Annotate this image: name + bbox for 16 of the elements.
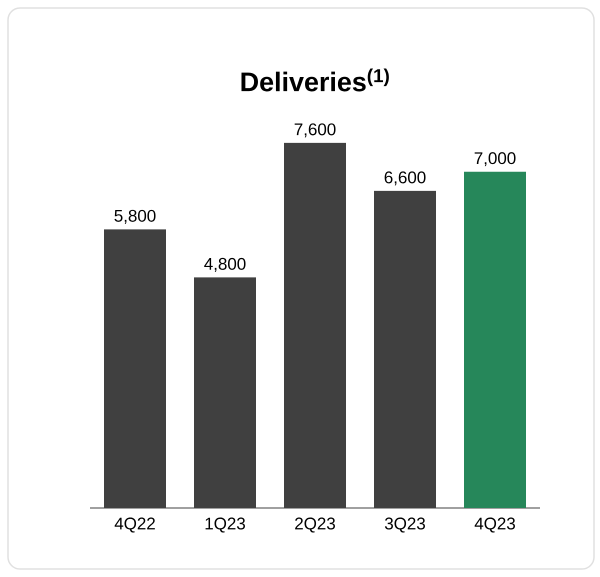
bar [104,229,166,508]
bar [374,190,436,508]
bar [194,277,256,508]
data-label: 6,600 [384,171,426,186]
bar [464,172,526,508]
x-tick-label: 4Q22 [114,518,155,533]
x-tick-label: 2Q23 [295,518,335,533]
x-tick-label: 3Q23 [384,518,425,533]
bar [284,142,346,508]
chart-title: Deliveries$^{(1)}$ [241,68,389,92]
data-label: 7,000 [474,152,516,166]
data-label: 5,800 [114,210,156,224]
data-label: 7,600 [294,123,336,138]
x-tick-label: 4Q23 [474,518,515,533]
data-label: 4,800 [204,258,246,272]
x-tick-label: 1Q23 [206,518,245,533]
